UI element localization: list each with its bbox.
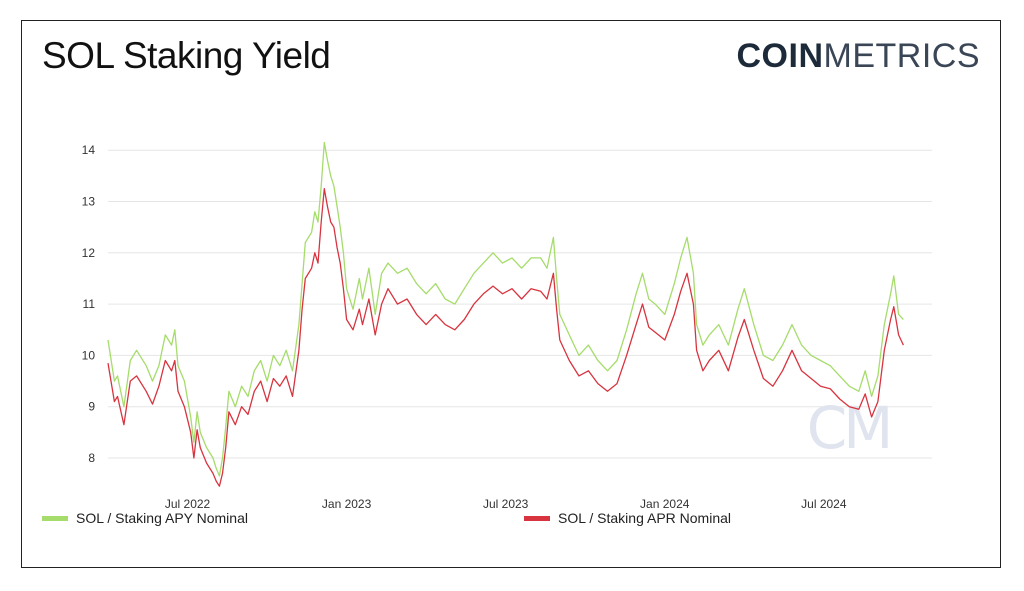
y-tick-label-13: 13 xyxy=(82,195,96,209)
legend-swatch-apy xyxy=(42,515,68,521)
x-tick-label-0: Jul 2022 xyxy=(165,497,211,511)
series-line-apr xyxy=(107,188,904,487)
brand-logo-bold: COIN xyxy=(736,37,824,75)
y-tick-label-14: 14 xyxy=(82,143,96,157)
watermark-logo: CM xyxy=(807,394,890,462)
series-line-apy xyxy=(107,141,904,477)
chart-title: SOL Staking Yield xyxy=(42,35,331,76)
y-tick-label-11: 11 xyxy=(83,297,96,311)
x-tick-label-2: Jul 2023 xyxy=(483,497,529,511)
y-tick-label-8: 8 xyxy=(88,451,95,465)
legend-item-apy: SOL / Staking APY Nominal xyxy=(42,510,248,526)
legend-label-apy: SOL / Staking APY Nominal xyxy=(76,510,248,526)
x-tick-label-1: Jan 2023 xyxy=(322,497,372,511)
x-tick-label-4: Jul 2024 xyxy=(801,497,847,511)
brand-logo: COINMETRICS xyxy=(737,37,981,76)
chart-frame: SOL Staking Yield COINMETRICS xyxy=(21,20,1001,568)
y-tick-label-12: 12 xyxy=(82,246,96,260)
brand-logo-light: METRICS xyxy=(823,37,980,75)
y-tick-label-9: 9 xyxy=(88,400,95,414)
x-tick-label-3: Jan 2024 xyxy=(640,497,690,511)
legend-label-apr: SOL / Staking APR Nominal xyxy=(558,510,732,526)
legend-swatch-apr xyxy=(524,515,550,521)
legend-item-apr: SOL / Staking APR Nominal xyxy=(524,510,731,526)
y-tick-label-10: 10 xyxy=(82,348,96,362)
